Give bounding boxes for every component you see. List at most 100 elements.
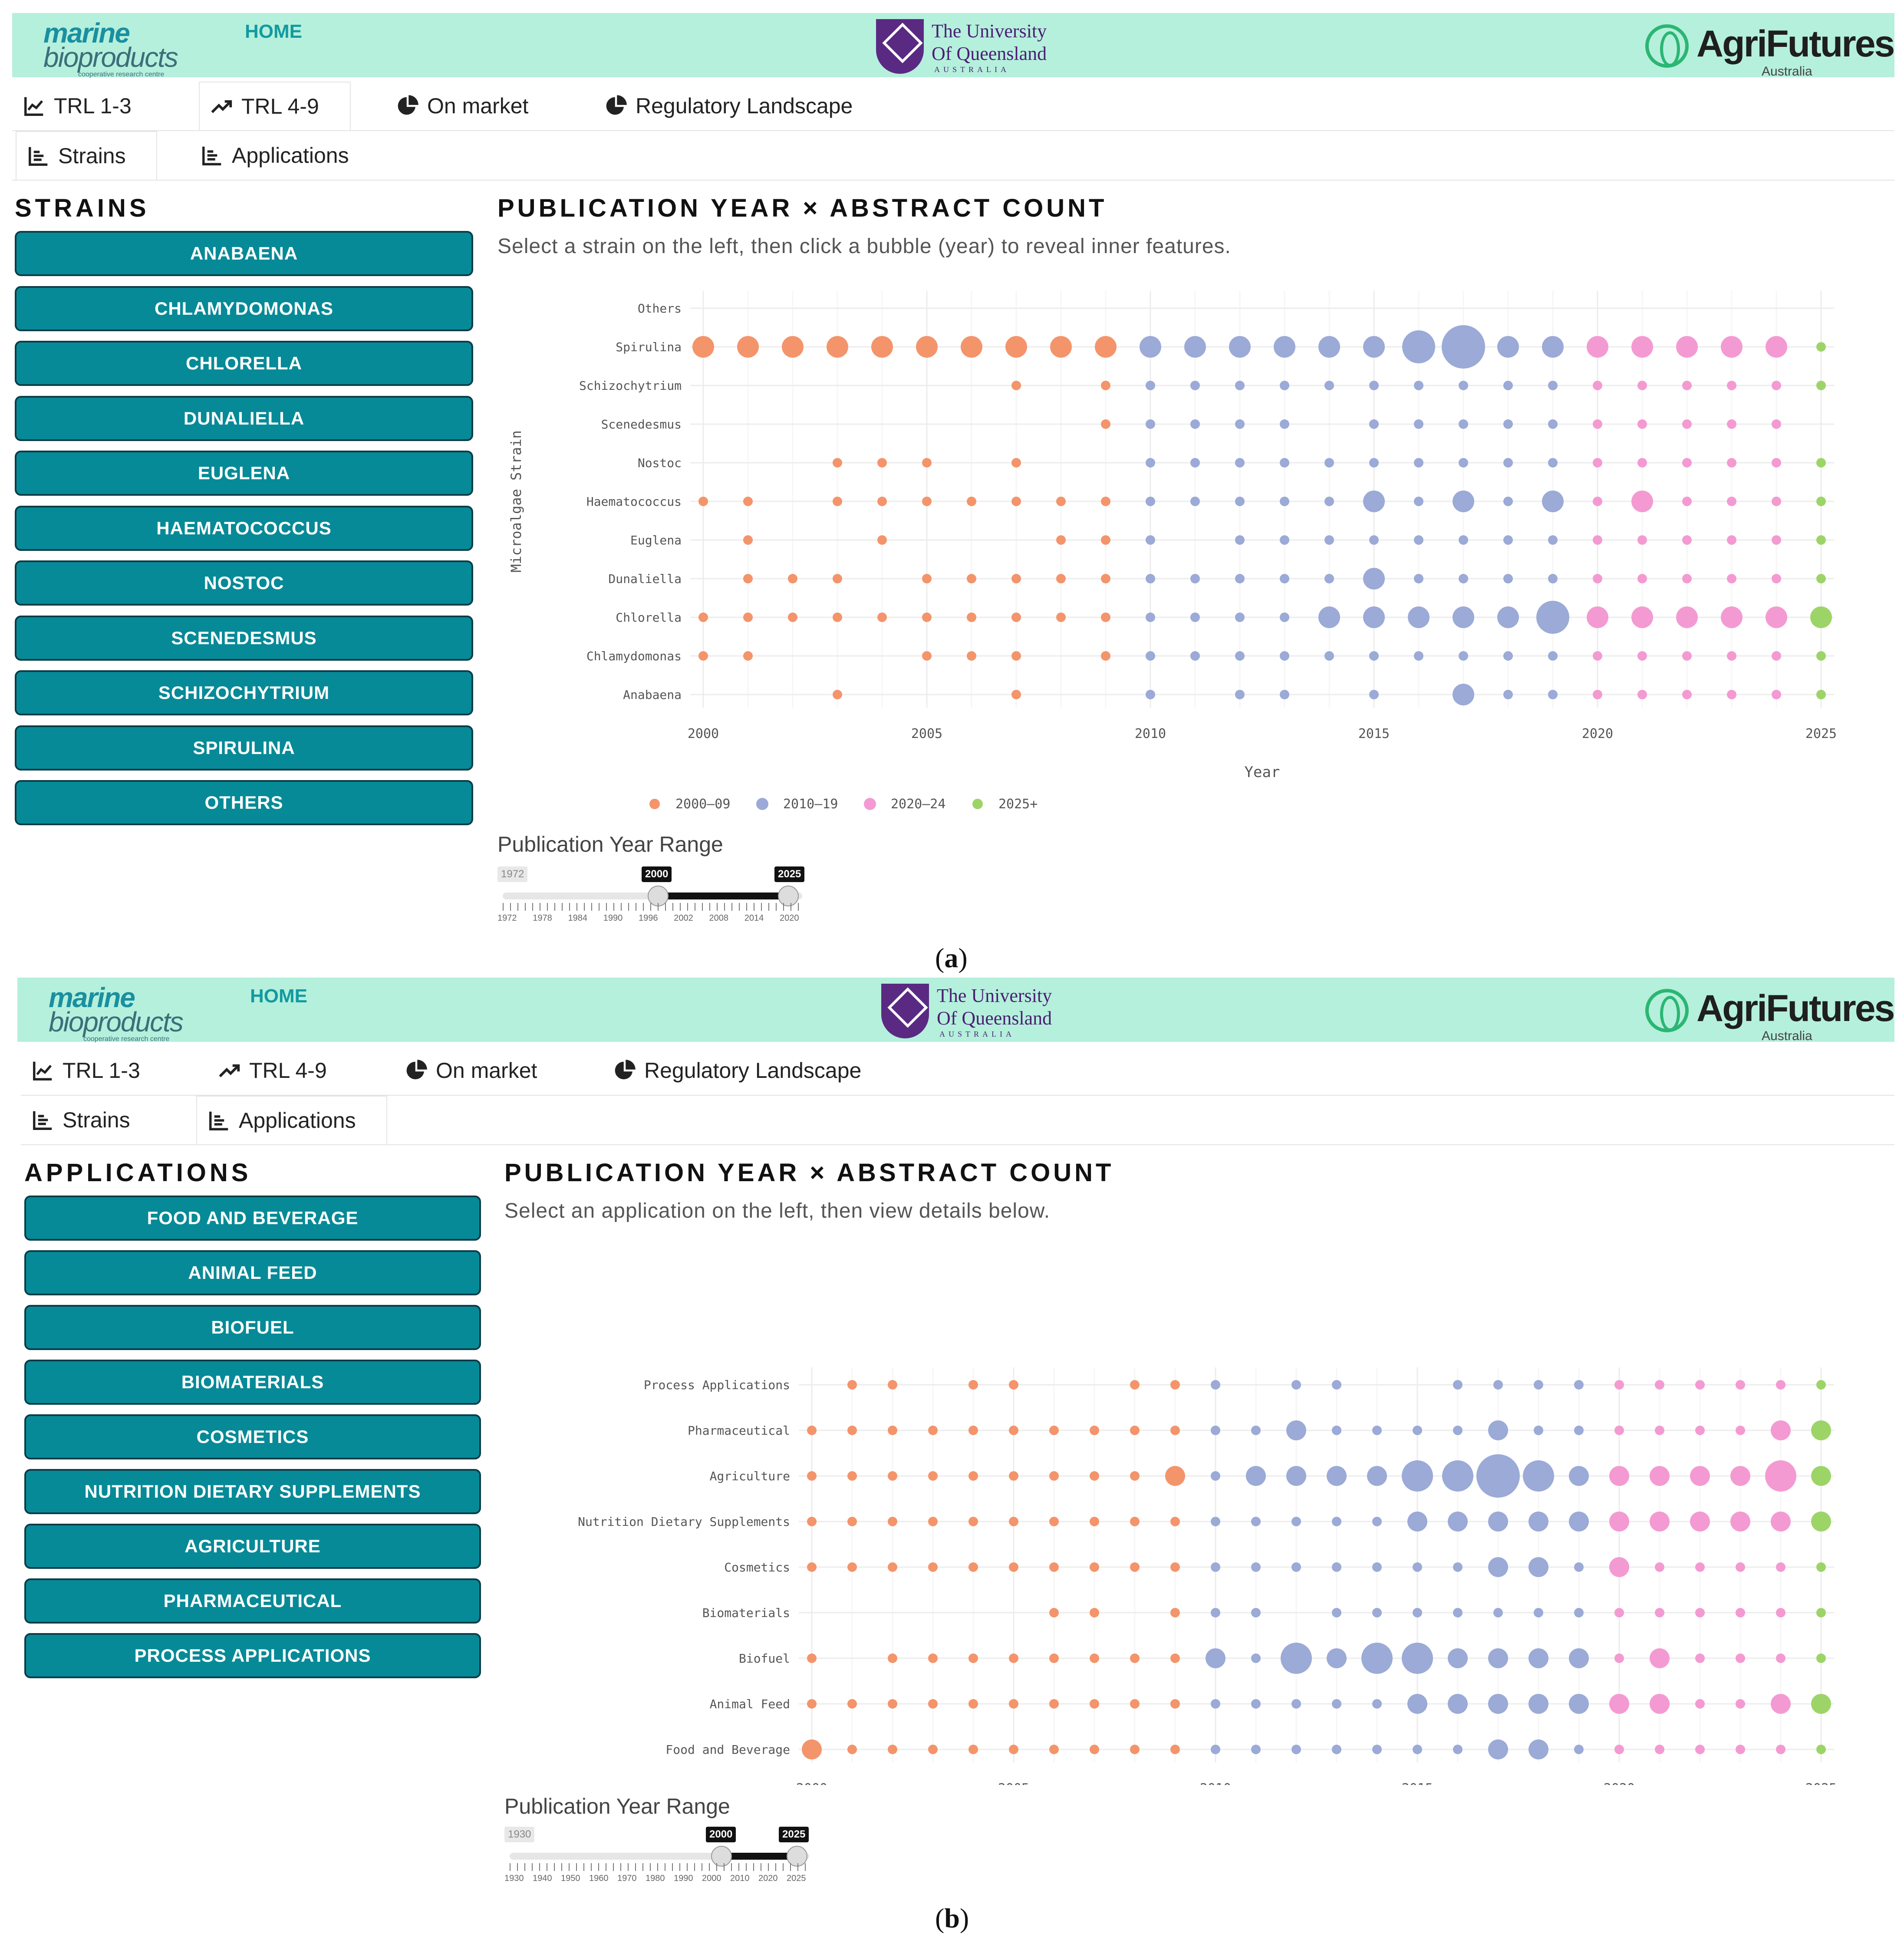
bubble-point[interactable] [1146, 497, 1155, 506]
bubble-point[interactable] [1587, 336, 1608, 358]
bubble-point[interactable] [1459, 458, 1468, 468]
bubble-point[interactable] [1593, 690, 1602, 699]
bubble-point[interactable] [1650, 1512, 1670, 1532]
bubble-point[interactable] [1050, 336, 1072, 358]
bubble-point[interactable] [1771, 1512, 1791, 1532]
bubble-point[interactable] [1695, 1562, 1705, 1572]
bubble-point[interactable] [1372, 1562, 1382, 1572]
bubble-point[interactable] [1332, 1517, 1341, 1526]
bubble-point[interactable] [1593, 381, 1602, 390]
bubble-point[interactable] [1281, 1643, 1312, 1674]
bubble-point[interactable] [1324, 458, 1334, 468]
bubble-point[interactable] [1503, 651, 1513, 661]
bubble-point[interactable] [1090, 1471, 1099, 1481]
bubble-point[interactable] [847, 1471, 857, 1481]
bubble-point[interactable] [1280, 458, 1289, 468]
bubble-point[interactable] [1650, 1694, 1670, 1714]
bubble-point[interactable] [743, 613, 753, 622]
sidebar-button-chlamydomonas[interactable]: CHLAMYDOMONAS [15, 286, 473, 331]
bubble-point[interactable] [1413, 1608, 1422, 1617]
bubble-point[interactable] [802, 1739, 822, 1759]
bubble-point[interactable] [1816, 535, 1826, 545]
bubble-point[interactable] [1816, 1608, 1826, 1617]
bubble-point[interactable] [1811, 1466, 1831, 1486]
bubble-point[interactable] [1170, 1699, 1180, 1709]
bubble-point[interactable] [1369, 458, 1379, 468]
marine-bioproducts-logo[interactable]: marine bioproducts cooperative research … [49, 984, 184, 1043]
bubble-point[interactable] [928, 1699, 938, 1709]
bubble-point[interactable] [1442, 325, 1485, 369]
bubble-point[interactable] [1332, 1608, 1341, 1617]
bubble-point[interactable] [1413, 1426, 1422, 1435]
bubble-point[interactable] [1695, 1426, 1705, 1435]
bubble-point[interactable] [1766, 336, 1787, 358]
bubble-point[interactable] [1682, 651, 1692, 661]
bubble-point[interactable] [1771, 1694, 1791, 1714]
bubble-point[interactable] [888, 1653, 897, 1663]
bubble-point[interactable] [1727, 458, 1736, 468]
bubble-point[interactable] [1736, 1653, 1745, 1663]
bubble-point[interactable] [1569, 1648, 1589, 1668]
bubble-point[interactable] [1170, 1653, 1180, 1663]
bubble-point[interactable] [1324, 381, 1334, 390]
bubble-point[interactable] [1251, 1745, 1261, 1754]
bubble-point[interactable] [1772, 381, 1781, 390]
bubble-point[interactable] [1493, 1380, 1503, 1390]
bubble-point[interactable] [1090, 1562, 1099, 1572]
bubble-point[interactable] [968, 1699, 978, 1709]
bubble-point[interactable] [1369, 419, 1379, 429]
bubble-point[interactable] [743, 651, 753, 661]
bubble-point[interactable] [1727, 419, 1736, 429]
bubble-point[interactable] [1488, 1739, 1508, 1759]
year-range-slider[interactable]: 1972 2000 2025 1972 1978 1984 1990 1996 2002 2… [497, 866, 819, 936]
bubble-point[interactable] [1011, 690, 1021, 699]
bubble-point[interactable] [1676, 606, 1698, 628]
bubble-point[interactable] [1488, 1648, 1508, 1668]
bubble-point[interactable] [1211, 1745, 1220, 1754]
bubble-point[interactable] [1414, 574, 1423, 583]
bubble-point[interactable] [1407, 1512, 1427, 1532]
bubble-point[interactable] [1682, 497, 1692, 506]
bubble-point[interactable] [743, 497, 753, 506]
bubble-point[interactable] [928, 1562, 938, 1572]
bubble-point[interactable] [1280, 497, 1289, 506]
bubble-point[interactable] [1816, 651, 1826, 661]
bubble-point[interactable] [1332, 1380, 1341, 1390]
bubble-point[interactable] [1413, 1745, 1422, 1754]
bubble-point[interactable] [1146, 381, 1155, 390]
bubble-point[interactable] [847, 1517, 857, 1526]
bubble-point[interactable] [1476, 1454, 1520, 1498]
marine-bioproducts-logo[interactable]: marine bioproducts cooperative research … [43, 19, 178, 78]
tab-trl-1-3[interactable]: TRL 1-3 [21, 1046, 203, 1095]
tab-on-market[interactable]: On market [385, 82, 568, 130]
bubble-point[interactable] [1816, 1380, 1826, 1390]
bubble-point[interactable] [1453, 606, 1474, 628]
bubble-point[interactable] [1291, 1380, 1301, 1390]
bubble-point[interactable] [1614, 1653, 1624, 1663]
bubble-point[interactable] [807, 1517, 817, 1526]
bubble-point[interactable] [1816, 1745, 1826, 1754]
bubble-point[interactable] [1569, 1466, 1589, 1486]
bubble-point[interactable] [877, 497, 887, 506]
bubble-point[interactable] [1534, 1380, 1543, 1390]
bubble-point[interactable] [1772, 651, 1781, 661]
bubble-point[interactable] [1695, 1745, 1705, 1754]
bubble-point[interactable] [1190, 419, 1200, 429]
bubble-point[interactable] [877, 613, 887, 622]
bubble-point[interactable] [961, 336, 982, 358]
bubble-point[interactable] [1523, 1460, 1554, 1492]
bubble-point[interactable] [1332, 1699, 1341, 1709]
bubble-point[interactable] [1503, 381, 1513, 390]
bubble-point[interactable] [1772, 535, 1781, 545]
bubble-point[interactable] [1146, 651, 1155, 661]
bubble-point[interactable] [1414, 419, 1423, 429]
bubble-point[interactable] [1056, 497, 1066, 506]
bubble-point[interactable] [1650, 1466, 1670, 1486]
bubble-point[interactable] [1291, 1699, 1301, 1709]
bubble-point[interactable] [1453, 491, 1474, 512]
bubble-point[interactable] [1251, 1699, 1261, 1709]
bubble-point[interactable] [1488, 1557, 1508, 1577]
bubble-point[interactable] [1414, 651, 1423, 661]
bubble-point[interactable] [1574, 1745, 1584, 1754]
bubble-point[interactable] [1095, 336, 1117, 358]
